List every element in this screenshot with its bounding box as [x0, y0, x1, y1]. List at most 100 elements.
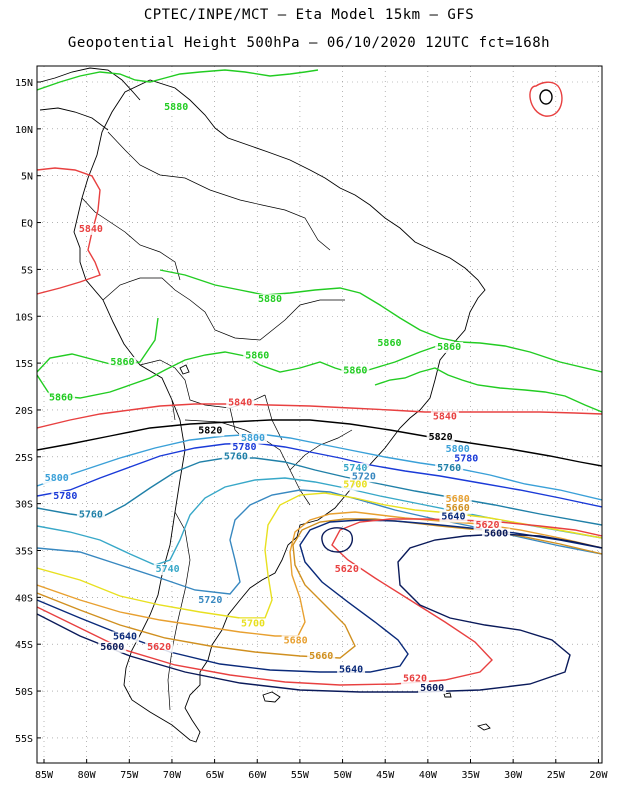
- contour-5800: [37, 433, 602, 501]
- contour-label-5740: 5740: [343, 463, 367, 474]
- contour-label-5780: 5780: [232, 442, 256, 453]
- lat-tick-label: 40S: [15, 593, 33, 604]
- contour-5600: [37, 533, 602, 693]
- lat-tick-label: 10S: [15, 312, 33, 323]
- contour-label-5620: 5620: [476, 520, 500, 531]
- contour-label-bg: [452, 453, 481, 465]
- lat-tick-label: EQ: [21, 219, 33, 230]
- contour-label-bg: [145, 641, 174, 653]
- lat-tick-label: 20S: [15, 406, 33, 417]
- contour-label-bg: [230, 442, 259, 454]
- lat-tick-label: 15S: [15, 359, 33, 370]
- contour-label-5660: 5660: [309, 651, 333, 662]
- lon-tick-label: 80W: [78, 770, 97, 781]
- contour-label-bg: [51, 490, 80, 502]
- contour-label-bg: [341, 479, 370, 491]
- contour-label-5800: 5800: [446, 444, 470, 455]
- contour-label-bg: [281, 635, 310, 647]
- contour-label-bg: [430, 411, 459, 423]
- contour-label-bg: [349, 471, 378, 483]
- contour-label-bg: [307, 651, 336, 663]
- contour-label-bg: [226, 397, 255, 409]
- contour-5840: [37, 403, 602, 429]
- contour-5680: [37, 511, 602, 637]
- contour-label-5760: 5760: [79, 510, 103, 521]
- contour-label-5680: 5680: [284, 635, 308, 646]
- lat-tick-label: 35S: [15, 547, 33, 558]
- lon-tick-label: 65W: [206, 770, 225, 781]
- contour-label-bg: [473, 520, 502, 532]
- contour-label-bg: [435, 341, 464, 353]
- south-georgia: [476, 723, 491, 731]
- contour-label-bg: [401, 673, 430, 685]
- contour-label-bg: [238, 618, 267, 630]
- contour-label-5840: 5840: [433, 411, 457, 422]
- contour-label-5860: 5860: [49, 393, 73, 404]
- contour-5880-north: [37, 69, 319, 91]
- cyclone-ring-red: [529, 81, 563, 117]
- longitude-labels: 85W 80W 75W 70W 65W 60W 55W 50W 45W 40W 35W 30W 25W 2…: [35, 759, 608, 781]
- contour-label-bg: [341, 462, 370, 474]
- latitude-labels: 15N 10N 5N EQ 5S 10S 15S 20S 25S 30S 35S 40S 45S 50S 5…: [15, 78, 41, 745]
- contour-label-5860: 5860: [343, 365, 367, 376]
- contour-label-5600: 5600: [484, 528, 508, 539]
- map-title-line1: CPTEC/INPE/MCT – Eta Model 15km – GFS: [143, 7, 475, 23]
- contour-5660: [37, 518, 602, 659]
- contour-label-bg: [108, 356, 137, 368]
- lat-tick-label: 10N: [15, 125, 33, 136]
- contour-label-bg: [243, 350, 272, 362]
- contour-label-bg: [196, 425, 225, 437]
- falkland-islands: [262, 691, 281, 703]
- lon-tick-label: 35W: [461, 770, 480, 781]
- contour-label-5620: 5620: [403, 674, 427, 685]
- contour-label-bg: [47, 392, 76, 404]
- contour-label-5800: 5800: [241, 433, 265, 444]
- contour-label-bg: [435, 462, 464, 474]
- lon-tick-label: 55W: [291, 770, 310, 781]
- south-america-coastline: [73, 79, 486, 743]
- country-borders: [81, 131, 353, 711]
- contour-label-bg: [196, 594, 225, 606]
- contour-label-5860: 5860: [245, 350, 269, 361]
- lon-tick-label: 25W: [547, 770, 566, 781]
- contour-label-5640: 5640: [113, 632, 137, 643]
- contour-label-5820: 5820: [198, 425, 222, 436]
- contour-label-5700: 5700: [241, 618, 265, 629]
- contour-label-5820: 5820: [429, 432, 453, 443]
- contour-label-5860: 5860: [377, 338, 401, 349]
- map-title-line2: Geopotential Height 500hPa – 06/10/2020 …: [67, 35, 551, 51]
- contour-label-bg: [375, 338, 404, 350]
- contour-label-bg: [238, 432, 267, 444]
- south-atlantic-island: [443, 692, 452, 698]
- contour-label-5840: 5840: [79, 224, 103, 235]
- contour-label-5780: 5780: [454, 453, 478, 464]
- contour-5780: [37, 442, 602, 508]
- contour-label-5800: 5800: [45, 473, 69, 484]
- lat-tick-label: 55S: [15, 734, 33, 745]
- cyclone-ring-black: [539, 89, 553, 105]
- contour-label-5600: 5600: [100, 642, 124, 653]
- contour-label-5680: 5680: [446, 494, 470, 505]
- contour-label-5860: 5860: [110, 357, 134, 368]
- contour-label-5760: 5760: [224, 452, 248, 463]
- lon-tick-label: 50W: [334, 770, 353, 781]
- contour-label-bg: [221, 451, 250, 463]
- contour-label-bg: [76, 223, 105, 235]
- contour-label-bg: [76, 509, 105, 521]
- lon-tick-label: 70W: [163, 770, 182, 781]
- map-frame: [36, 65, 603, 764]
- central-america-coastline: [39, 67, 141, 131]
- contour-label-bg: [42, 473, 71, 485]
- contour-label-bg: [418, 683, 447, 695]
- contour-label-bg: [256, 294, 285, 306]
- contour-5720: [37, 489, 602, 595]
- contour-5620-low-ring: [321, 527, 354, 553]
- contour-label-5660: 5660: [446, 503, 470, 514]
- contour-label-bg: [111, 631, 140, 643]
- contour-label-5620: 5620: [335, 564, 359, 575]
- contour-label-5600: 5600: [420, 683, 444, 694]
- contour-5860-west: [37, 317, 441, 399]
- lat-tick-label: 5N: [21, 172, 33, 183]
- contour-label-bg: [162, 102, 191, 114]
- lon-tick-label: 20W: [589, 770, 608, 781]
